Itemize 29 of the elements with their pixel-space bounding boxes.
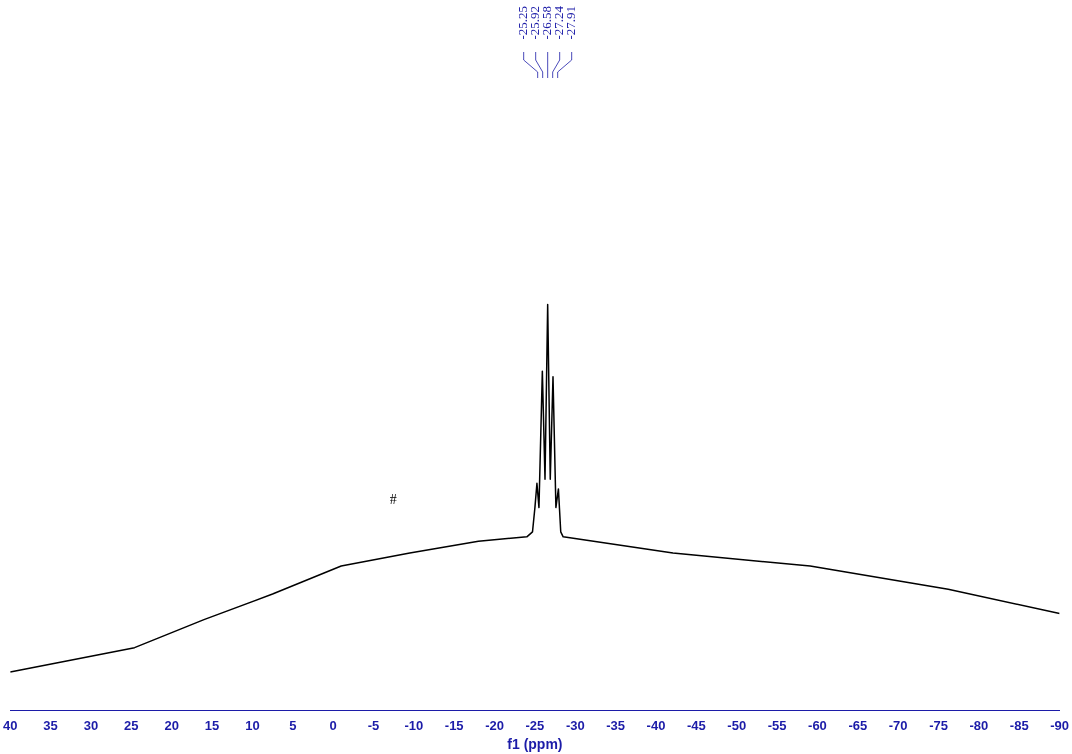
x-tick-label: -80 [969,717,989,733]
x-tick-label: -20 [485,717,504,733]
x-tick-label: -45 [686,717,706,733]
x-tick-label: 20 [164,717,179,733]
x-tick-label: -30 [565,717,585,733]
x-tick-label: -60 [808,717,827,733]
x-tick-label: 35 [43,717,58,733]
x-tick-label: -70 [888,717,908,733]
x-tick-label: -40 [646,717,666,733]
x-tick-label: -25 [525,717,545,733]
x-tick-label: -5 [367,717,380,733]
x-tick-label: 0 [329,717,337,733]
x-tick-label: -65 [848,717,868,733]
x-tick-label: -55 [767,717,787,733]
x-tick-label: -35 [606,717,626,733]
x-tick-label: 5 [289,717,297,733]
x-tick-label: 25 [124,717,139,733]
x-tick-label: 10 [245,717,260,733]
x-tick-label: -10 [404,717,424,733]
x-axis-title: f1 (ppm) [507,736,563,753]
x-tick-label: 40 [3,717,18,733]
x-tick-label: -90 [1050,717,1069,733]
x-tick-label: -15 [444,717,464,733]
x-tick-label: -50 [727,717,747,733]
x-tick-label: 30 [83,717,99,733]
x-tick-label: 15 [204,717,220,733]
x-tick-label: -85 [1009,717,1029,733]
x-tick-label: -75 [929,717,948,733]
annotation: # [389,492,397,508]
